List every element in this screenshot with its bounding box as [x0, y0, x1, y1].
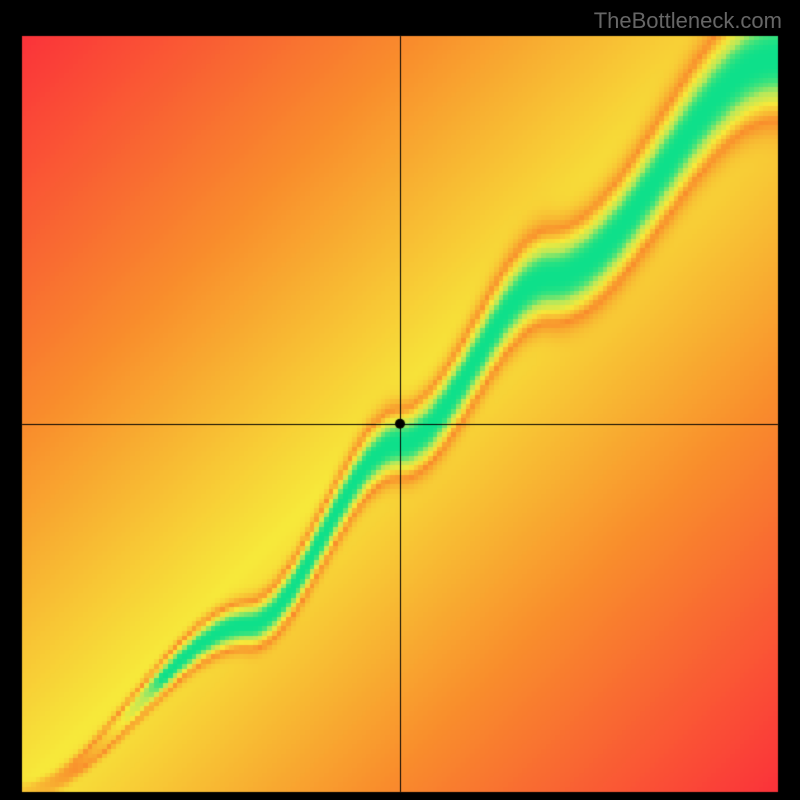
crosshair-overlay — [0, 0, 800, 800]
watermark-text: TheBottleneck.com — [594, 8, 782, 34]
chart-container: TheBottleneck.com — [0, 0, 800, 800]
